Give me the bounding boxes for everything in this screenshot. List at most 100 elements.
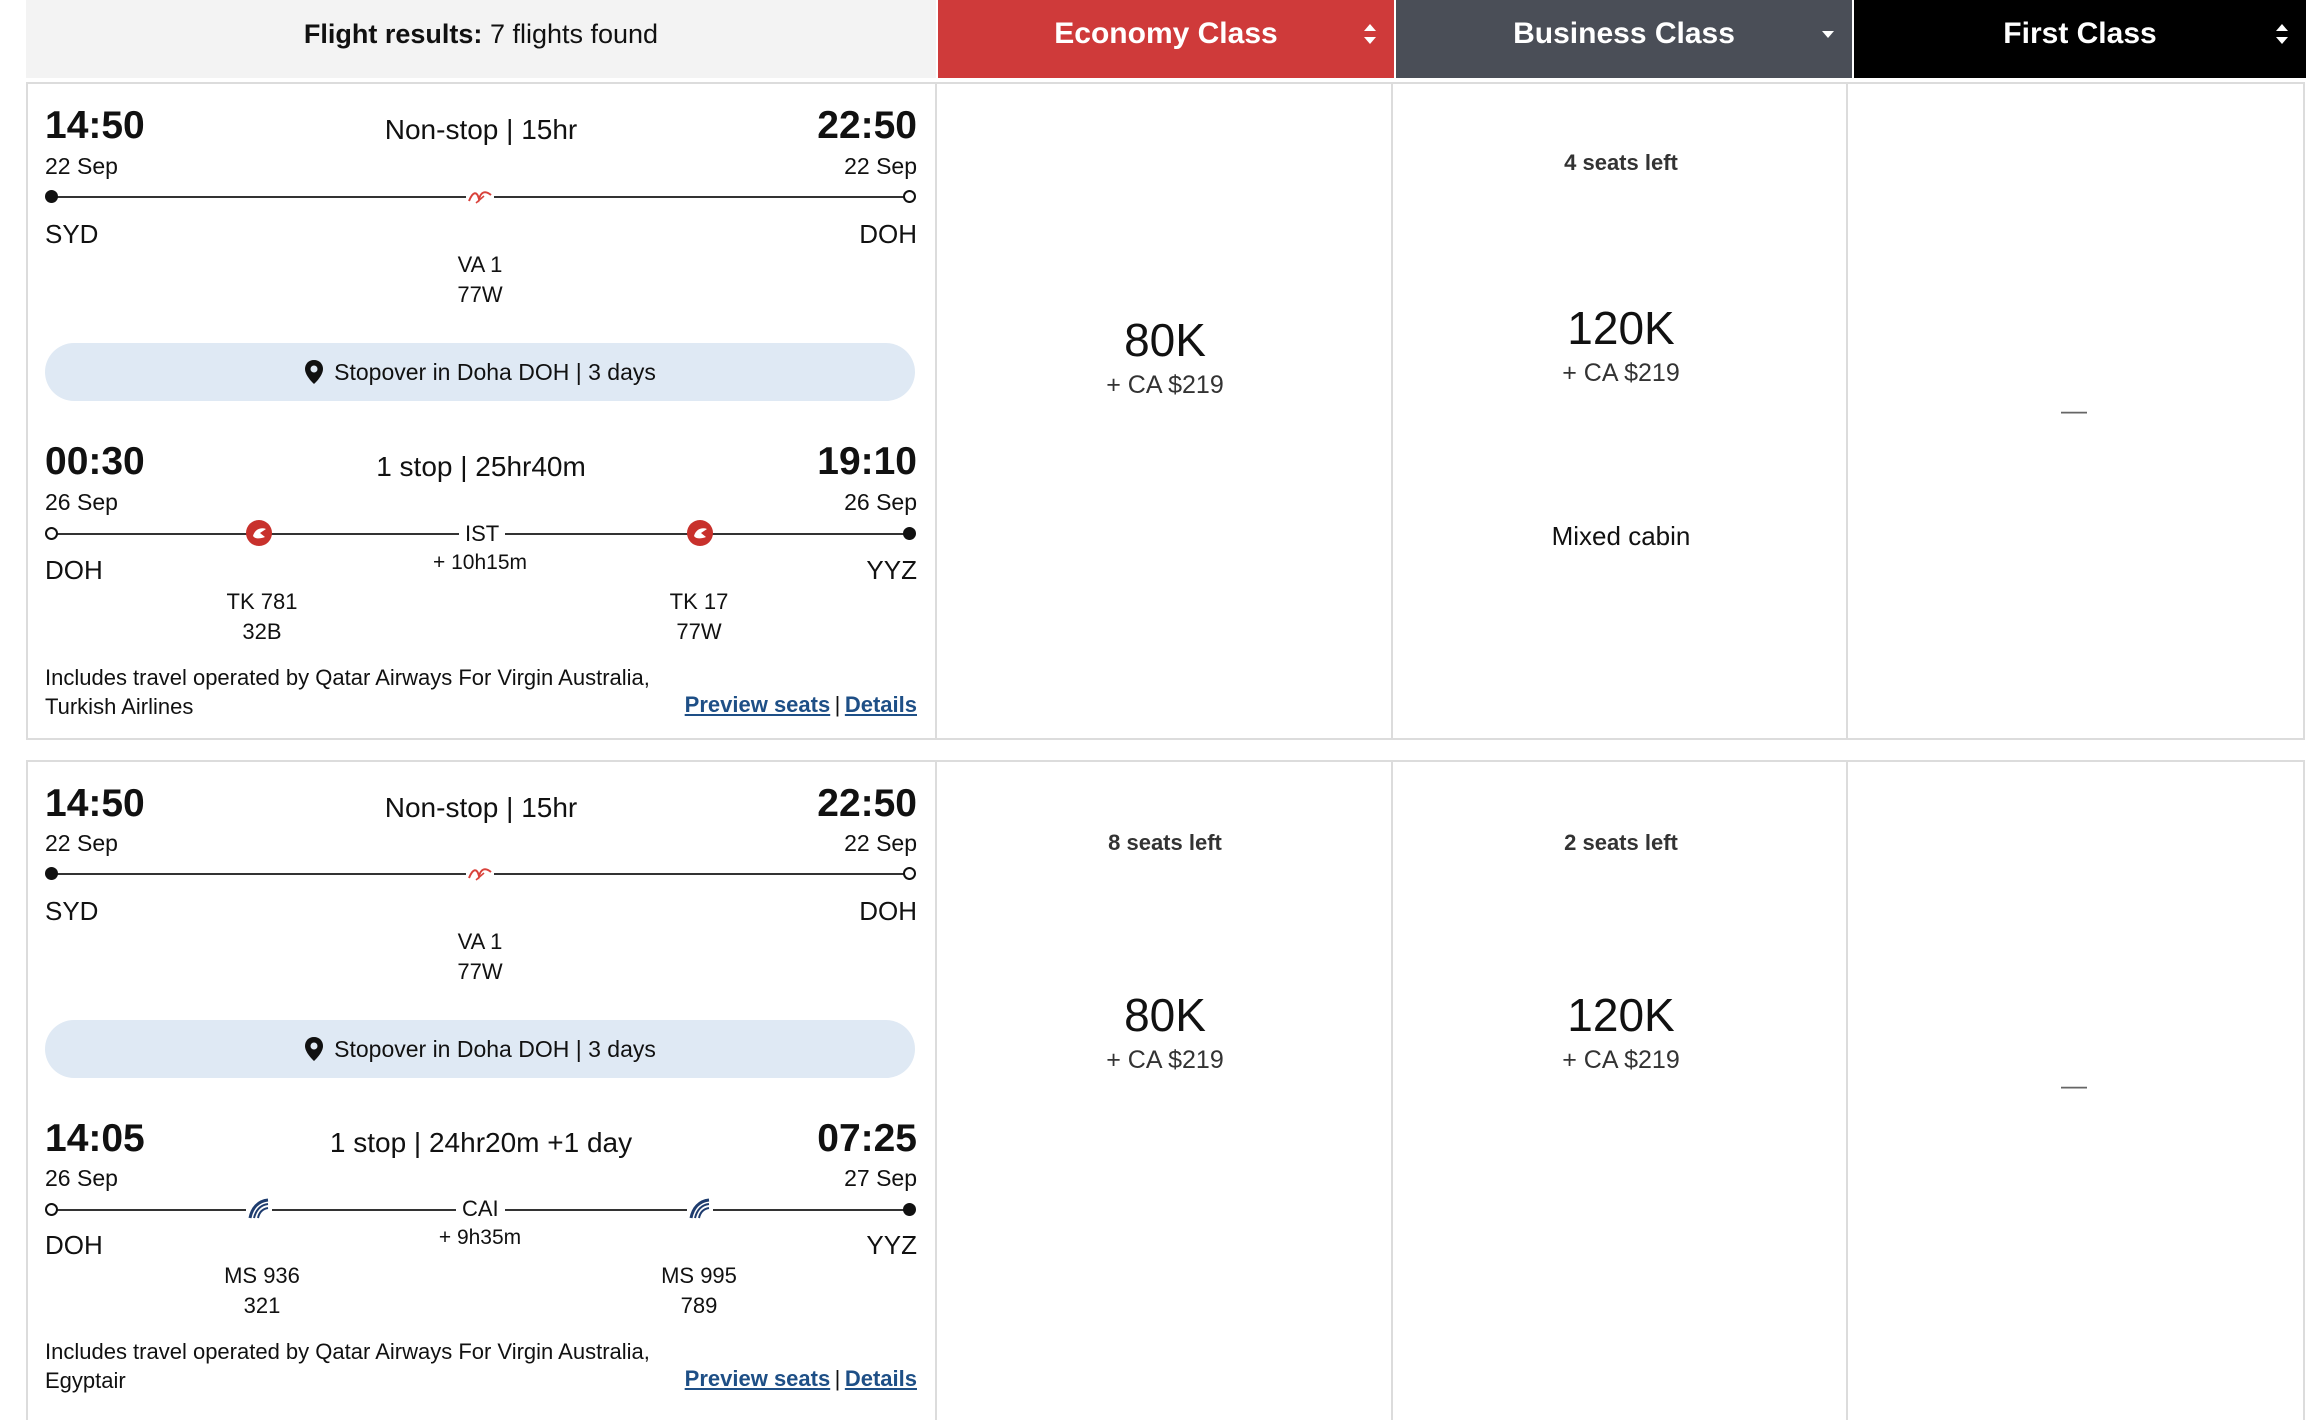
destination-dot — [903, 867, 916, 880]
layover-duration: + 9h35m — [438, 1226, 522, 1249]
aircraft-type: 32B — [242, 619, 282, 644]
first-unavailable: — — [2061, 1070, 2087, 1100]
preview-seats-link[interactable]: Preview seats — [684, 1366, 831, 1391]
flight-number: VA 1 — [457, 929, 503, 954]
origin-airport: DOH — [45, 555, 103, 585]
virgin-australia-logo-icon — [466, 864, 494, 884]
column-divider — [935, 762, 937, 1420]
operator-note: Egyptair — [45, 1368, 126, 1393]
origin-airport: SYD — [45, 896, 99, 926]
origin-dot — [45, 1203, 58, 1216]
turkish-airlines-logo-icon — [687, 520, 713, 546]
business-cash: + CA $219 — [1562, 359, 1680, 387]
first-class-header[interactable]: First Class — [1854, 0, 2306, 78]
column-divider — [935, 84, 937, 738]
economy-cash: + CA $219 — [1106, 1046, 1224, 1074]
destination-dot — [903, 1203, 916, 1216]
business-points: 120K — [1567, 302, 1675, 354]
business-fare[interactable]: 120K + CA $219 — [1393, 988, 1849, 1075]
operator-note: Turkish Airlines — [45, 694, 194, 719]
economy-points: 80K — [1124, 989, 1206, 1041]
departure-time: 00:30 — [45, 440, 145, 483]
leg-summary: 1 stop | 24hr20m +1 day — [329, 1127, 633, 1158]
business-seats-left: 2 seats left — [1564, 830, 1678, 855]
economy-class-header[interactable]: Economy Class — [938, 0, 1394, 78]
arrival-date: 27 Sep — [844, 1165, 917, 1191]
arrival-time: 19:10 — [817, 440, 917, 483]
preview-seats-link[interactable]: Preview seats — [684, 692, 831, 717]
departure-date: 22 Sep — [45, 153, 118, 179]
destination-dot — [903, 190, 916, 203]
departure-date: 22 Sep — [45, 830, 118, 856]
location-pin-icon — [305, 1036, 324, 1061]
arrival-time: 22:50 — [817, 104, 917, 147]
flight-number: MS 995 — [661, 1263, 737, 1288]
turkish-airlines-logo-icon — [246, 520, 272, 546]
leg-summary: Non-stop | 15hr — [384, 792, 578, 823]
origin-airport: DOH — [45, 1230, 103, 1260]
departure-date: 26 Sep — [45, 1165, 118, 1191]
sort-icon[interactable] — [2272, 18, 2292, 50]
business-fare[interactable]: 120K + CA $219 — [1393, 301, 1849, 388]
business-cash: + CA $219 — [1562, 1046, 1680, 1074]
column-divider — [1391, 762, 1393, 1420]
link-separator: | — [834, 692, 841, 717]
stopover-banner: Stopover in Doha DOH | 3 days — [45, 343, 915, 401]
destination-airport: YYZ — [866, 555, 917, 585]
business-class-header[interactable]: Business Class — [1396, 0, 1852, 78]
column-divider — [1846, 84, 1848, 738]
card-links: Preview seats | Details — [685, 1366, 917, 1392]
destination-dot — [903, 527, 916, 540]
operator-note: Includes travel operated by Qatar Airway… — [45, 665, 650, 690]
link-separator: | — [834, 1366, 841, 1391]
egyptair-logo-icon — [246, 1196, 272, 1222]
origin-dot — [45, 527, 58, 540]
departure-date: 26 Sep — [45, 489, 118, 515]
departure-time: 14:50 — [45, 782, 145, 825]
card-links: Preview seats | Details — [685, 692, 917, 718]
business-points: 120K — [1567, 989, 1675, 1041]
details-link[interactable]: Details — [844, 1366, 917, 1391]
location-pin-icon — [305, 359, 324, 384]
destination-airport: DOH — [859, 896, 917, 926]
sort-descending-icon[interactable] — [1818, 18, 1838, 50]
results-header-bar — [26, 0, 936, 78]
economy-class-label: Economy Class — [1054, 17, 1278, 50]
arrival-date: 22 Sep — [844, 830, 917, 856]
flight-number: MS 936 — [224, 1263, 300, 1288]
leg-summary: 1 stop | 25hr40m — [376, 451, 586, 482]
flight-number: VA 1 — [457, 252, 503, 277]
economy-seats-left: 8 seats left — [1108, 830, 1222, 855]
flight-result-card[interactable] — [26, 760, 2305, 1420]
column-divider — [1846, 762, 1848, 1420]
details-link[interactable]: Details — [844, 692, 917, 717]
layover-duration: + 10h15m — [433, 551, 527, 574]
business-seats-left: 4 seats left — [1564, 150, 1678, 175]
economy-fare[interactable]: 80K + CA $219 — [937, 988, 1393, 1075]
arrival-time: 07:25 — [817, 1117, 917, 1160]
leg-summary: Non-stop | 15hr — [384, 114, 578, 145]
economy-cash: + CA $219 — [1106, 371, 1224, 399]
stopover-banner: Stopover in Doha DOH | 3 days — [45, 1020, 915, 1078]
origin-dot — [45, 190, 58, 203]
results-label: Flight results: — [303, 19, 483, 49]
aircraft-type: 77W — [457, 282, 503, 307]
column-divider — [1391, 84, 1393, 738]
origin-airport: SYD — [45, 219, 99, 249]
results-summary: Flight results: 7 flights found — [26, 0, 936, 68]
egyptair-logo-icon — [687, 1196, 713, 1222]
arrival-date: 22 Sep — [844, 153, 917, 179]
flight-result-card[interactable] — [26, 82, 2305, 740]
destination-airport: YYZ — [866, 1230, 917, 1260]
departure-time: 14:05 — [45, 1117, 145, 1160]
flight-number: TK 781 — [226, 589, 298, 614]
departure-time: 14:50 — [45, 104, 145, 147]
flight-number: TK 17 — [669, 589, 729, 614]
sort-icon[interactable] — [1360, 18, 1380, 50]
aircraft-type: 77W — [457, 959, 503, 984]
first-class-label: First Class — [2003, 17, 2157, 50]
economy-fare[interactable]: 80K + CA $219 — [937, 313, 1393, 400]
origin-dot — [45, 867, 58, 880]
stopover-text: Stopover in Doha DOH | 3 days — [334, 1036, 656, 1062]
virgin-australia-logo-icon — [466, 187, 494, 207]
